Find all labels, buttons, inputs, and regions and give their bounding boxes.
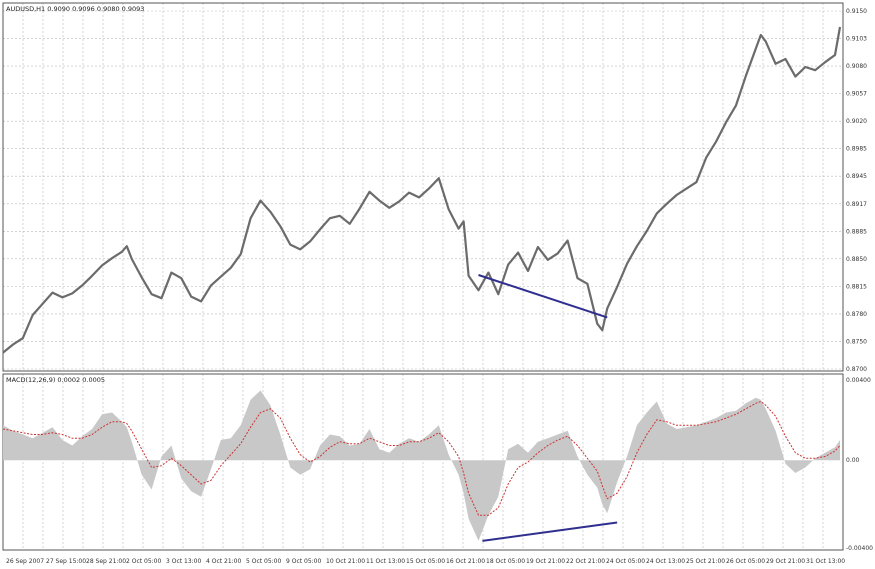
- time-tick-label: 11 Oct 13:00: [366, 558, 405, 565]
- price-tick-label: 0.8945: [846, 173, 867, 180]
- time-tick-label: 24 Oct 13:00: [646, 558, 685, 565]
- price-tick-label: 0.8780: [846, 311, 867, 318]
- macd-header: MACD(12,26,9) 0.0002 0.0005: [6, 376, 105, 384]
- time-tick-label: 10 Oct 21:00: [326, 558, 365, 565]
- price-tick-label: 0.8917: [846, 201, 867, 208]
- price-divergence-trendline: [478, 274, 608, 319]
- time-tick-label: 22 Oct 21:00: [566, 558, 605, 565]
- price-tick-label: 0.8885: [846, 228, 867, 235]
- time-tick-label: 2 Oct 05:00: [126, 558, 161, 565]
- price-tick-label: 0.9150: [846, 8, 867, 15]
- price-tick-label: 0.9020: [846, 118, 867, 125]
- time-tick-label: 18 Oct 05:00: [486, 558, 525, 565]
- price-panel: AUDUSD,H1 0.9090 0.9096 0.9080 0.9093 0.…: [2, 2, 867, 373]
- price-tick-label: 0.8750: [846, 338, 867, 345]
- macd-tick-label: -0.00400: [846, 545, 873, 552]
- time-axis-labels: 26 Sep 2007 27 Sep 15:00 28 Sep 21:00 2 Oct…: [6, 558, 845, 565]
- time-tick-label: 19 Oct 21:00: [526, 558, 565, 565]
- time-tick-label: 24 Oct 05:00: [606, 558, 645, 565]
- price-axis-labels: 0.9150 0.9103 0.9080 0.9057 0.9020 0.8985 0.89…: [846, 8, 867, 373]
- time-tick-label: 4 Oct 21:00: [206, 558, 241, 565]
- time-tick-label: 9 Oct 05:00: [286, 558, 321, 565]
- time-tick-label: 31 Oct 13:00: [806, 558, 845, 565]
- time-tick-label: 26 Oct 05:00: [726, 558, 765, 565]
- macd-tick-label: 0.00400: [846, 377, 871, 384]
- price-tick-label: 0.8850: [846, 256, 867, 263]
- price-tick-label: 0.8700: [846, 366, 867, 373]
- price-tick-label: 0.8815: [846, 283, 867, 290]
- macd-panel: MACD(12,26,9) 0.0002 0.0005 0.00400 0.00 -…: [2, 373, 873, 552]
- macd-axis-labels: 0.00400 0.00 -0.00400: [846, 377, 873, 552]
- grid: [2, 3, 843, 550]
- time-tick-label: 16 Oct 21:00: [446, 558, 485, 565]
- macd-histogram: [3, 390, 840, 541]
- time-tick-label: 28 Sep 21:00: [86, 558, 126, 565]
- time-tick-label: 29 Oct 21:00: [766, 558, 805, 565]
- price-tick-label: 0.8985: [846, 146, 867, 153]
- macd-tick-label: 0.00: [846, 457, 860, 464]
- price-tick-label: 0.9080: [846, 63, 867, 70]
- time-tick-label: 3 Oct 13:00: [166, 558, 201, 565]
- macd-panel-frame: [2, 373, 844, 551]
- macd-divergence-trendline: [482, 521, 618, 542]
- price-tick-label: 0.9103: [846, 36, 867, 43]
- price-panel-frame: [2, 2, 844, 372]
- price-header: AUDUSD,H1 0.9090 0.9096 0.9080 0.9093: [6, 5, 144, 13]
- time-tick-label: 25 Oct 21:00: [686, 558, 725, 565]
- price-tick-label: 0.9057: [846, 91, 867, 98]
- time-tick-label: 15 Oct 05:00: [406, 558, 445, 565]
- time-tick-label: 26 Sep 2007: [6, 558, 44, 565]
- time-tick-label: 5 Oct 05:00: [246, 558, 281, 565]
- price-series-line: [2, 26, 842, 354]
- time-tick-label: 27 Sep 15:00: [46, 558, 86, 565]
- macd-signal-line: [2, 400, 841, 516]
